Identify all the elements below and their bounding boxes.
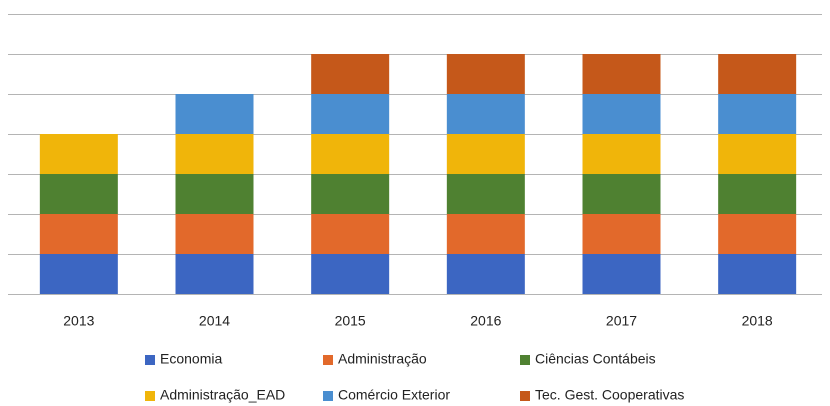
x-tick-label: 2016 xyxy=(470,313,501,329)
bar-segment xyxy=(582,214,661,254)
bar-segment xyxy=(175,174,254,214)
bar-segment xyxy=(311,254,390,294)
legend-swatch xyxy=(520,355,530,365)
bar-segment xyxy=(718,134,797,174)
bar-segment xyxy=(311,214,390,254)
bar-segment xyxy=(582,254,661,294)
bar-segment xyxy=(446,214,525,254)
bar-segment xyxy=(446,94,525,134)
legend-label: Comércio Exterior xyxy=(338,387,450,403)
legend-label: Administração_EAD xyxy=(160,387,285,403)
bar-segment xyxy=(718,54,797,94)
bar-segment xyxy=(582,134,661,174)
bar-segment xyxy=(175,134,254,174)
bar-segment xyxy=(39,254,118,294)
bar-segment xyxy=(718,254,797,294)
bar-segment xyxy=(311,94,390,134)
bar-segment xyxy=(311,174,390,214)
x-tick-label: 2014 xyxy=(199,313,230,329)
bar-segment xyxy=(582,54,661,94)
bar-segment xyxy=(39,174,118,214)
x-tick-label: 2013 xyxy=(63,313,94,329)
bar-segment xyxy=(311,134,390,174)
bar-segment xyxy=(175,254,254,294)
bar-segment xyxy=(446,54,525,94)
bar-segment xyxy=(175,94,254,134)
legend-swatch xyxy=(323,355,333,365)
bar-segment xyxy=(39,134,118,174)
bar-segment xyxy=(175,214,254,254)
legend-label: Administração xyxy=(338,351,427,367)
legend-swatch xyxy=(520,391,530,401)
bar-segment xyxy=(582,174,661,214)
legend-swatch xyxy=(323,391,333,401)
bar-segment xyxy=(718,94,797,134)
bar-segment xyxy=(311,54,390,94)
bar-segment xyxy=(718,174,797,214)
legend-swatch xyxy=(145,355,155,365)
x-tick-label: 2017 xyxy=(606,313,637,329)
x-tick-label: 2015 xyxy=(335,313,366,329)
legend-label: Economia xyxy=(160,351,222,367)
bar-segment xyxy=(446,254,525,294)
bar-segment xyxy=(718,214,797,254)
legend-swatch xyxy=(145,391,155,401)
bar-segment xyxy=(39,214,118,254)
bar-segment xyxy=(446,134,525,174)
x-tick-label: 2018 xyxy=(742,313,773,329)
bar-segment xyxy=(582,94,661,134)
legend-label: Ciências Contábeis xyxy=(535,351,656,367)
legend-label: Tec. Gest. Cooperativas xyxy=(535,387,684,403)
bar-segment xyxy=(446,174,525,214)
